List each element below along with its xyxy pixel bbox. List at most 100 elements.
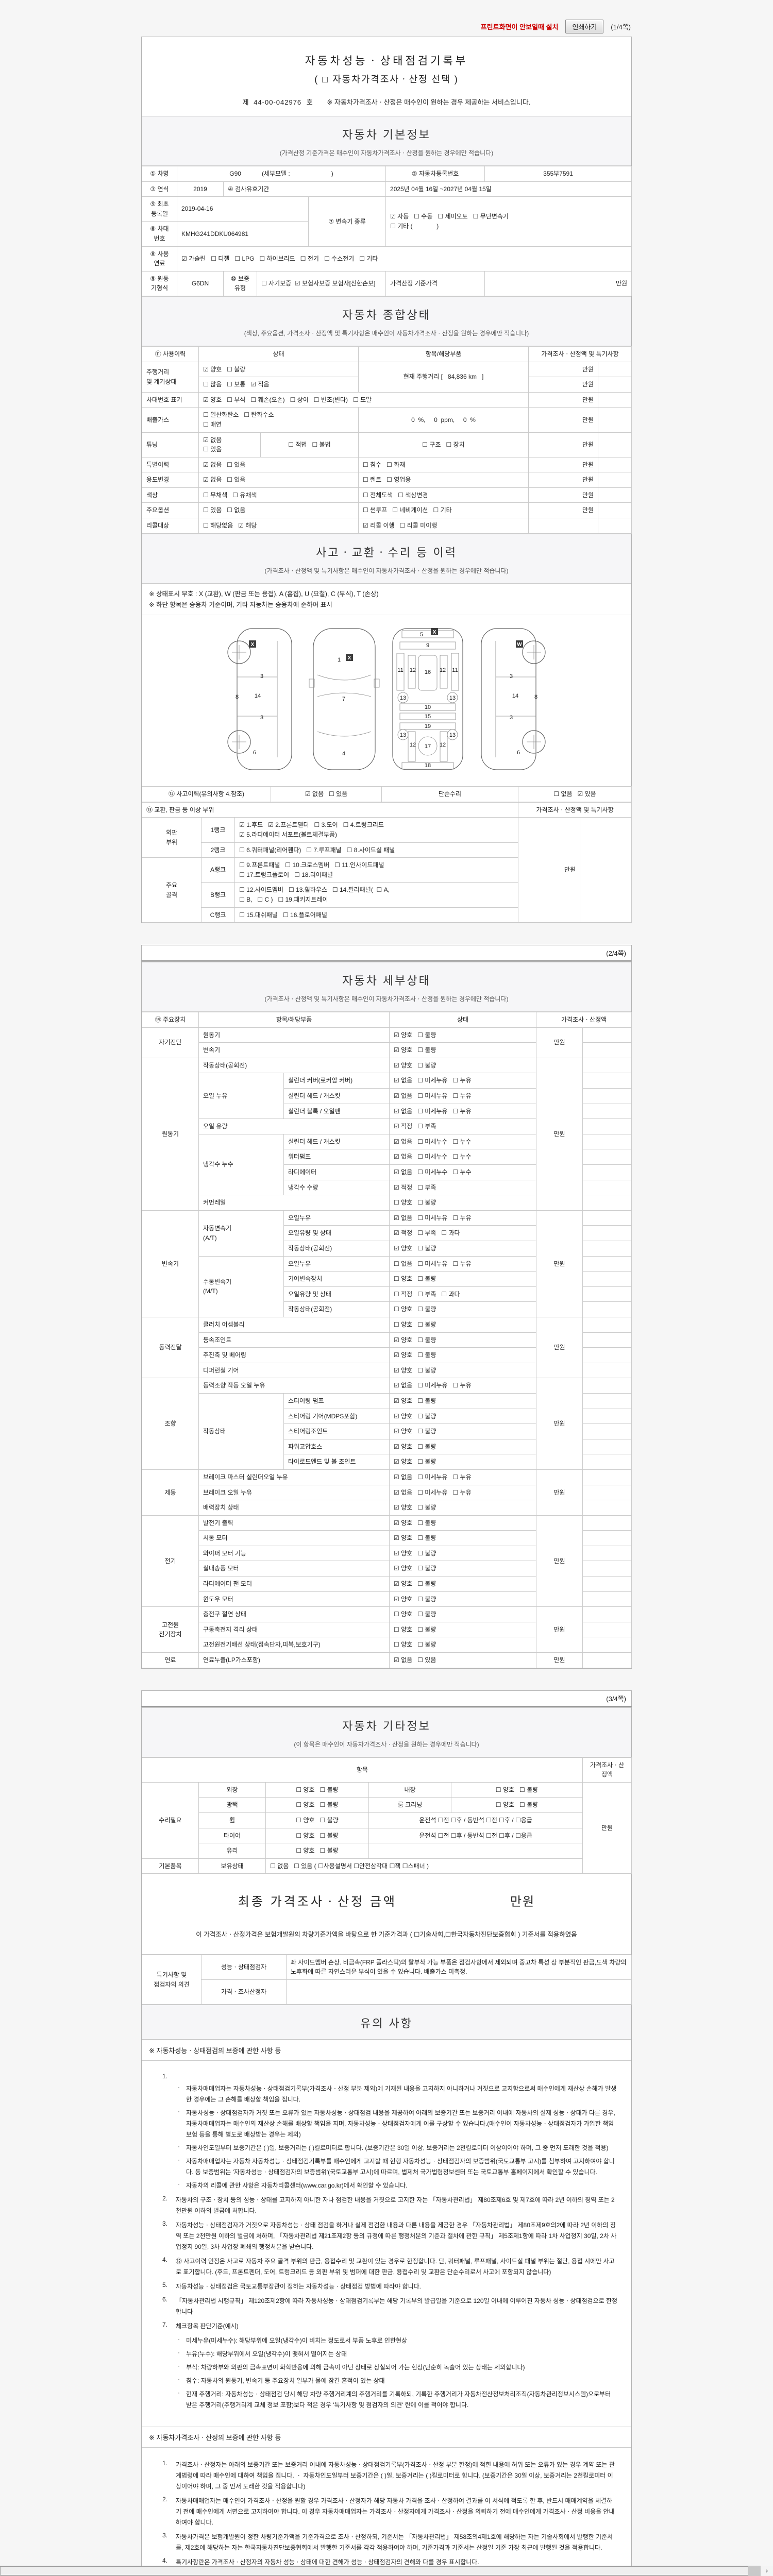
table-cell: 배력장치 상태 <box>198 1500 390 1516</box>
print-button[interactable]: 인쇄하기 <box>565 20 604 33</box>
table-cell: 내장 <box>368 1782 451 1798</box>
table-cell: ① 차명 <box>142 166 177 182</box>
table-cell: ☑ 없음 ☐ 있음 <box>198 456 359 473</box>
diagram-part-number: 5 <box>420 632 423 638</box>
page-strip-3: (3/4쪽) <box>141 1690 632 1707</box>
table-cell: 실린더 블록 / 오일팬 <box>283 1103 390 1120</box>
diagram-part-number: 13 <box>449 695 456 701</box>
table-cell: ☐ 렌트 ☐ 영업용 <box>358 472 529 488</box>
diagram-part-number: 9 <box>426 642 429 649</box>
notice-sub-item: · 자동차인도일부터 보증기간은 ( )일, 보증거리는 ( )킬로미터로 합니다… <box>178 2143 609 2152</box>
table-cell: 단순수리 <box>381 786 518 802</box>
table-cell: 파워고압호스 <box>283 1438 390 1455</box>
table-cell <box>582 1621 632 1638</box>
table-cell: 휠 <box>198 1812 266 1828</box>
table-cell <box>582 1118 632 1134</box>
table-cell: G6DN <box>177 270 224 296</box>
table-cell: 외장 <box>198 1782 266 1798</box>
notice-item: 2. 자동차매매업자는 매수인이 가격조사ㆍ산정을 원할 경우 가격조사ㆍ산정자가… <box>162 2496 615 2527</box>
notice-sub-item: · 자동차성능ㆍ상태점검자가 거짓 또는 오류가 있는 자동차성능ㆍ상태점검 내용… <box>178 2108 615 2139</box>
table-cell: 오일유량 및 상태 <box>283 1286 390 1302</box>
table-cell: 추진축 및 베어링 <box>198 1347 390 1363</box>
table-cell: 만원 <box>536 1027 583 1058</box>
doc-no-prefix: 제 <box>242 98 249 106</box>
diagram-part-number: 13 <box>449 732 456 738</box>
table-cell: ⑫ 사고이력(유의사항 4.참조) <box>142 786 271 802</box>
table-cell: ☑ 양호 ☐ 불량 <box>389 1362 537 1379</box>
table-cell: ☐ 양호 ☐ 불량 <box>389 1195 537 1211</box>
diagram-part-number: 15 <box>425 714 431 720</box>
table-cell: 만원 <box>528 392 598 408</box>
table-cell: ☐ 있음 ☐ 없음 <box>198 502 359 519</box>
section-accident-header: 사고ㆍ교환ㆍ수리 등 이력 (가격조사ㆍ산정액 및 특기사항은 매수인이 자동차… <box>142 533 631 584</box>
table-cell: ☑ 없음 ☐ 미세누유 ☐ 누유 <box>389 1378 537 1394</box>
install-note[interactable]: 프린트화면이 안보일때 설치 <box>480 23 559 31</box>
table-cell: ☑ 없음 ☐ 있음 <box>198 472 359 488</box>
table-cell: ☑ 양호 ☐ 불량 <box>389 1515 537 1531</box>
table-cell: 등속조인트 <box>198 1332 390 1348</box>
table-cell: ⑧ 사용 연료 <box>142 246 177 272</box>
table-cell: ④ 검사유효기간 <box>223 181 386 197</box>
section-title: 자동차 기본정보 <box>342 128 431 141</box>
table-cell: ☐ 적법 ☐ 불법 <box>260 432 359 457</box>
table-cell <box>582 1316 632 1333</box>
table-cell <box>582 1164 632 1180</box>
page-strip-2: (2/4쪽) <box>141 945 632 962</box>
table-cell <box>597 361 632 378</box>
table-cell: ☐ 양호 ☐ 불량 <box>389 1271 537 1287</box>
table-cell: ☐ 침수 ☐ 화재 <box>358 456 529 473</box>
table-cell: ☑ 양호 ☐ 불량 <box>389 1393 537 1409</box>
table-cell: G90 (세부모델 : ) <box>176 166 386 182</box>
table-cell: ☑ 양호 ☐ 불량 <box>389 1423 537 1439</box>
table-cell: 연료누출(LP가스포함) <box>198 1652 390 1668</box>
table-cell: ☑ 양호 ☐ 불량 <box>389 1347 537 1363</box>
damage-mark-badge <box>516 640 523 648</box>
diagram-part-number: 1 <box>338 657 341 663</box>
table-cell: ☐ 양호 ☐ 불량 <box>450 1782 583 1798</box>
table-cell: 작동상태(공회전) <box>283 1301 390 1317</box>
table-cell: 2019-04-16 <box>177 196 309 222</box>
table-cell: 수동변속기 (M/T) <box>198 1256 284 1317</box>
etc-info-table: 항목 가격조사ㆍ산 정액 수리필요 외장 ☐ 양호 ☐ 불량 내장 ☐ 양호 ☐ 불량 만원 광… <box>141 1757 632 1874</box>
legend-line-1: ※ 상태표시 부호 : X (교환), W (판금 또는 용접), A (흠집)… <box>149 590 379 598</box>
table-cell: 커먼레일 <box>198 1195 390 1211</box>
table-cell: ☑ 없음 ☐ 미세누수 ☐ 누수 <box>389 1164 537 1180</box>
notice-sub-item: · 현재 주행거리: 자동차성능ㆍ상태점검 당시 해당 차량 주행거리계의 주행거… <box>178 2389 611 2409</box>
table-cell <box>582 1210 632 1226</box>
diagram-part-number: 3 <box>260 673 263 680</box>
table-cell: ☐ 양호 ☐ 불량 <box>265 1782 369 1798</box>
table-cell: ☐ 많음 ☐ 보통 ☑ 적음 <box>198 377 359 393</box>
horizontal-scrollbar[interactable]: › <box>0 2566 773 2576</box>
table-cell: 오일 누유 <box>198 1073 284 1120</box>
notice-sub-item: · 부식: 차량하부와 외판의 금속표면이 화학반응에 의해 금속이 아닌 상태로… <box>178 2362 525 2371</box>
table-cell <box>597 472 632 488</box>
table-cell: ☐ 양호 ☐ 불량 <box>389 1621 537 1638</box>
table-cell: ☐ 양호 ☐ 불량 <box>389 1301 537 1317</box>
table-cell: ⑬ 교환, 판금 등 이상 부위 <box>141 802 519 818</box>
toolbar: 프린트화면이 안보일때 설치 인쇄하기 (1/4쪽) <box>141 0 632 37</box>
notice-item: 3. 자동차성능ㆍ상태점검자가 거짓으로 자동차성능ㆍ상태 점검을 하거나 실제 … <box>162 2220 617 2251</box>
diagram-part-number: 3 <box>510 715 513 721</box>
table-cell: 항목/해당부품 <box>198 1012 390 1028</box>
table-cell: ⑭ 주요장치 <box>142 1012 199 1028</box>
table-cell <box>582 1438 632 1455</box>
table-cell: 만원 <box>528 472 598 488</box>
price-basis-note: 이 가격조사ㆍ산정가격은 보험개발원의 차량기준가액을 바탕으로 한 기준가격과… <box>142 1920 631 1955</box>
table-cell: ☑ 양호 ☐ 불량 <box>389 1057 537 1074</box>
scrollbar-thumb[interactable] <box>0 2566 748 2575</box>
table-cell: 기본품목 <box>142 1858 199 1874</box>
table-cell: 만원 <box>536 1057 583 1211</box>
table-cell: ☑ 자동 ☐ 수동 ☐ 세미오토 ☐ 무단변속기 ☐ 기타 ( ) <box>385 196 632 247</box>
table-cell: 가격ㆍ조사산정자 <box>201 1979 287 2005</box>
notice-sub-item: · 자동차매매업자는 자동차 자동차성능ㆍ상태점검기록부를 매수인에게 고지할 때… <box>178 2156 615 2176</box>
table-cell: 전기 <box>142 1515 199 1607</box>
table-cell: ☐ 구조 ☐ 장치 <box>358 432 529 457</box>
diagram-part-number: 11 <box>452 667 458 673</box>
page-1: 자동차성능ㆍ상태점검기록부 ( □ 자동차가격조사ㆍ산정 선택 ) 제 44-0… <box>141 37 632 924</box>
table-cell: ☐ 양호 ☐ 불량 <box>265 1843 369 1859</box>
table-cell: ☐ 양호 ☐ 불량 <box>450 1797 583 1813</box>
table-cell: ☑ 없음 ☐ 미세누수 ☐ 누수 <box>389 1149 537 1165</box>
table-cell <box>582 1362 632 1379</box>
scroll-right-arrow-icon[interactable]: › <box>761 2566 773 2576</box>
